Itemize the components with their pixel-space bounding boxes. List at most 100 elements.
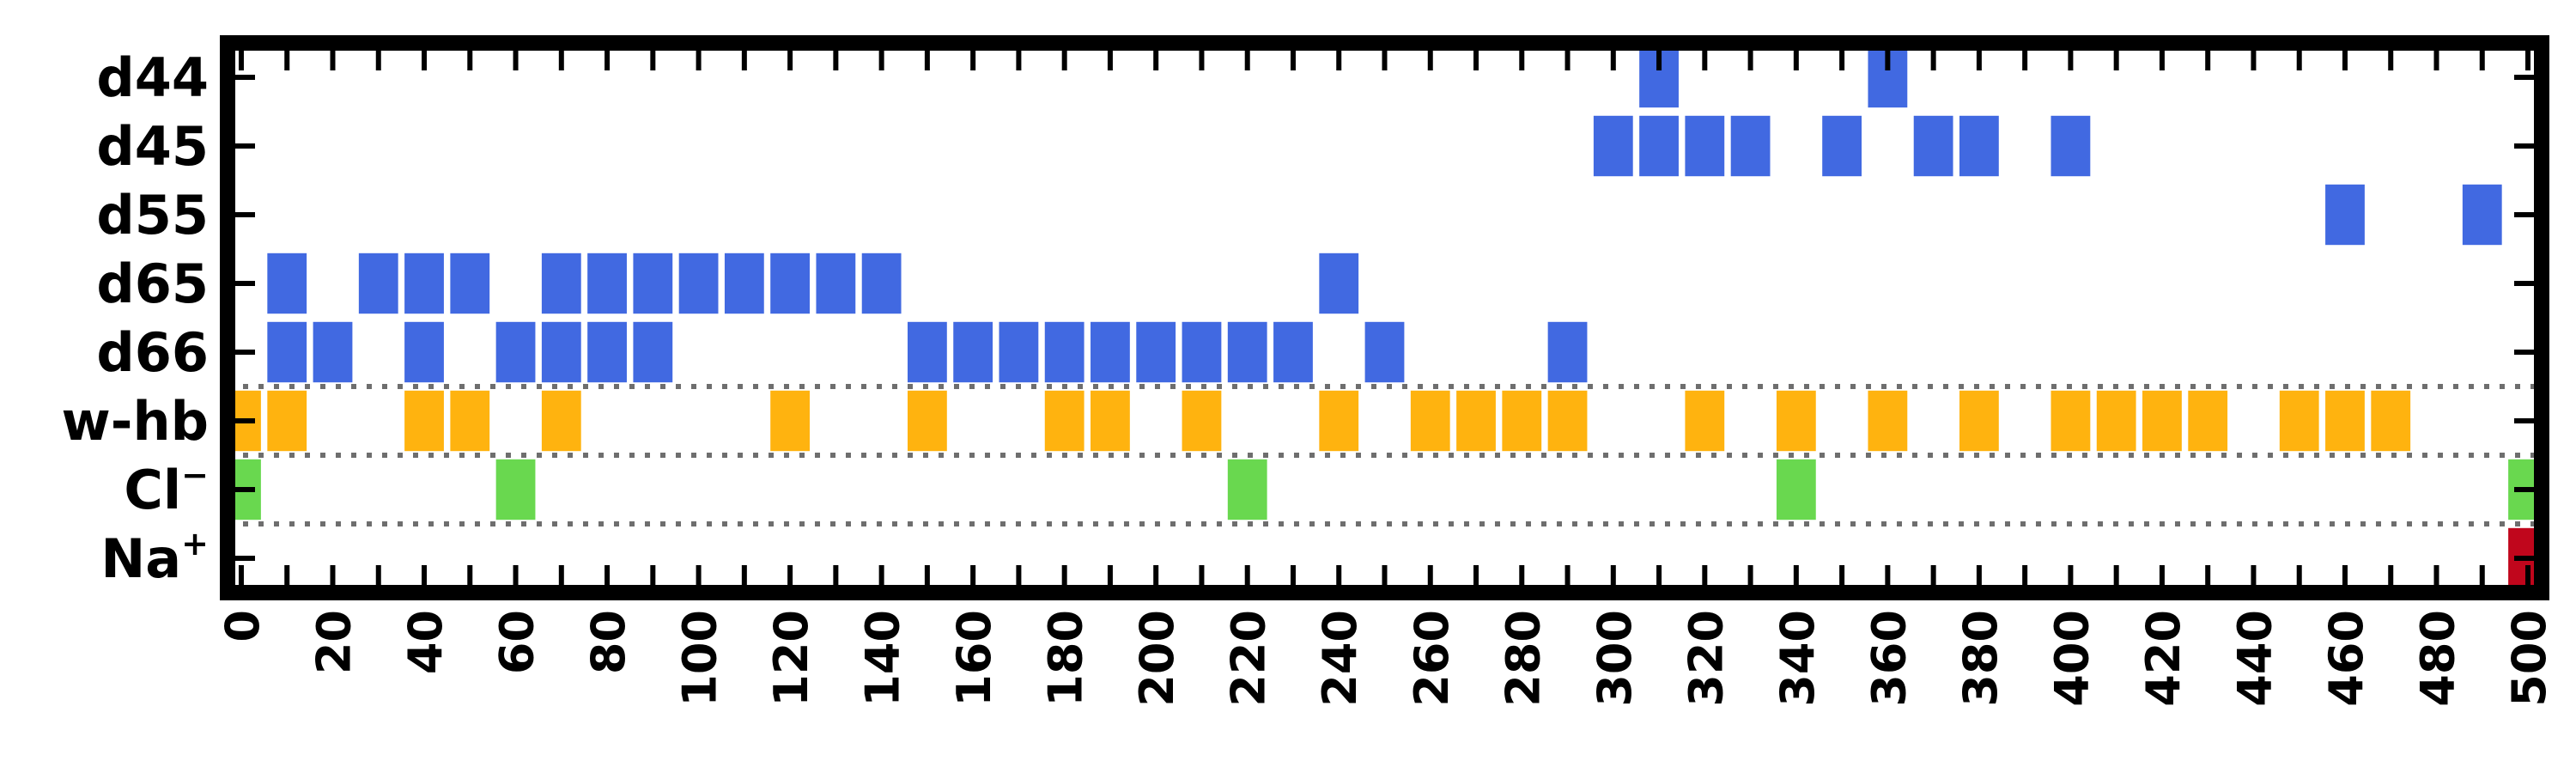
cell-w-hb-270 [1456,390,1496,452]
cell-w-hb-240 [1319,390,1359,452]
x-label-360: 360 [1862,610,1916,707]
cell-d45-370 [1913,115,1953,177]
x-label-40: 40 [398,610,453,674]
cell-d65-90 [633,253,673,314]
cell-d66-40 [404,321,444,383]
y-label-text: d45 [96,115,209,178]
x-axis-labels: 0 20 40 60 80 100 120 140 160 180 200 220 240 260 280 3… [216,610,2556,707]
cell-w-hb-380 [1959,390,1999,452]
y-label-text: Na [100,527,181,590]
cell-w-hb-150 [907,390,947,452]
cell-d45-300 [1593,115,1633,177]
cell-d66-90 [633,321,673,383]
x-label-200: 200 [1130,610,1184,707]
cell-d65-70 [541,253,581,314]
x-label-380: 380 [1953,610,2008,707]
cell-d66-180 [1044,321,1084,383]
cell-w-hb-450 [2279,390,2319,452]
cell-d45-350 [1822,115,1862,177]
y-label-na: Na+ [100,525,209,590]
x-label-120: 120 [764,610,818,707]
cell-w-hb-400 [2050,390,2091,452]
x-label-260: 260 [1405,610,1459,707]
cell-d45-380 [1959,115,1999,177]
x-label-300: 300 [1588,610,1642,707]
cell-d65-80 [587,253,627,314]
cell-d45-320 [1685,115,1725,177]
cell-d66-70 [541,321,581,383]
x-label-0: 0 [216,610,270,642]
cell-d65-40 [404,253,444,314]
y-label-w-hb: w-hb [61,390,209,453]
cell-d66-150 [907,321,947,383]
cell-d65-100 [678,253,719,314]
cell-d45-400 [2050,115,2091,177]
cell-cl-60 [495,459,536,520]
x-label-500: 500 [2502,610,2556,707]
cell-d66-220 [1227,321,1267,383]
x-label-400: 400 [2044,610,2099,707]
cell-d55-490 [2462,184,2502,246]
y-label-text: w-hb [61,390,209,453]
x-label-420: 420 [2136,610,2190,707]
cell-d45-310 [1639,115,1679,177]
x-label-160: 160 [947,610,1001,707]
cell-d66-20 [313,321,353,383]
plot-frame [220,35,2549,600]
cell-d65-140 [861,253,902,314]
cell-w-hb-320 [1685,390,1725,452]
cell-d66-250 [1364,321,1405,383]
x-label-140: 140 [856,610,910,707]
cell-d66-290 [1547,321,1588,383]
x-label-20: 20 [307,610,361,674]
x-label-220: 220 [1222,610,1276,707]
x-label-60: 60 [490,610,544,674]
cell-w-hb-410 [2096,390,2136,452]
x-label-320: 320 [1679,610,1733,707]
cell-w-hb-260 [1410,390,1450,452]
y-label-d55: d55 [96,184,209,247]
cell-w-hb-190 [1091,390,1130,452]
cell-w-hb-210 [1182,390,1222,452]
x-label-440: 440 [2227,610,2281,707]
x-label-460: 460 [2319,610,2373,707]
cell-d66-160 [953,321,993,383]
cell-d66-210 [1182,321,1222,383]
tick-marks [228,43,2542,593]
cell-d65-120 [770,253,811,314]
cell-w-hb-360 [1868,390,1908,452]
cell-w-hb-180 [1044,390,1084,452]
y-label-cl: Cl− [124,456,209,521]
x-label-240: 240 [1313,610,1367,707]
cell-w-hb-40 [404,390,444,452]
x-label-480: 480 [2411,610,2465,707]
cell-d66-190 [1091,321,1130,383]
cell-w-hb-470 [2371,390,2411,452]
cell-d45-330 [1730,115,1771,177]
x-label-100: 100 [673,610,727,707]
x-label-280: 280 [1496,610,1550,707]
cell-w-hb-340 [1776,390,1816,452]
cell-d66-200 [1136,321,1176,383]
cell-w-hb-430 [2188,390,2228,452]
x-label-340: 340 [1771,610,1825,707]
cell-d55-460 [2325,184,2365,246]
cell-d66-60 [495,321,536,383]
y-label-d66: d66 [96,321,209,384]
cell-d65-30 [358,253,398,314]
cell-d66-10 [267,321,307,383]
cell-cl-220 [1227,459,1267,520]
cell-w-hb-10 [267,390,307,452]
y-label-text: d44 [96,46,209,109]
cell-d66-170 [999,321,1039,383]
cell-w-hb-120 [770,390,811,452]
y-label-text: d65 [96,253,209,315]
cell-w-hb-290 [1547,390,1588,452]
cell-w-hb-280 [1502,390,1542,452]
cell-w-hb-70 [541,390,581,452]
cell-w-hb-420 [2142,390,2182,452]
cell-d65-10 [267,253,307,314]
cell-d66-230 [1273,321,1313,383]
